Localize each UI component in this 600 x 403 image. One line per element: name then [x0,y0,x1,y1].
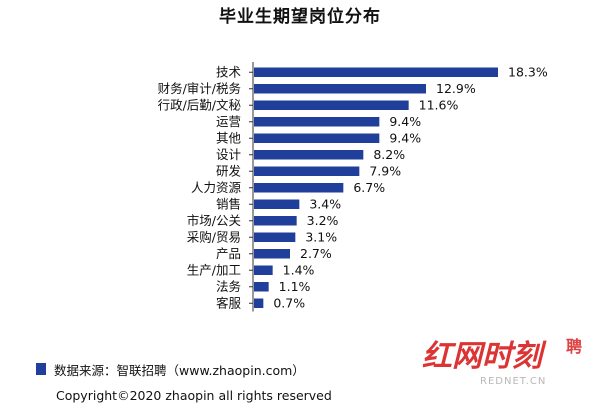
value-label: 1.4% [283,262,315,277]
category-label: 其他 [216,130,242,145]
value-label: 9.4% [389,114,421,129]
bar [254,67,498,77]
value-label: 3.1% [305,229,337,244]
category-label: 研发 [216,163,242,178]
category-label: 客服 [216,295,242,310]
category-label: 市场/公关 [187,213,241,228]
watermark-brand-text: 红网时刻 [422,339,547,374]
category-label: 销售 [216,196,241,211]
category-label: 财务/审计/税务 [158,81,241,96]
category-label: 运营 [216,114,241,129]
value-label: 1.1% [279,279,311,294]
value-label: 2.7% [300,246,332,261]
bar [254,100,409,110]
bar [254,265,273,275]
value-label: 7.9% [369,163,401,178]
category-label: 设计 [216,147,241,162]
chart-title: 毕业生期望岗位分布 [219,7,381,27]
value-label: 12.9% [436,81,476,96]
category-label: 行政/后勤/文秘 [158,97,242,112]
bar [254,166,360,176]
source-marker-icon [36,363,46,375]
bar [254,84,426,94]
copyright-text: Copyright©2020 zhaopin all rights reserv… [56,388,332,403]
value-label: 8.2% [373,147,405,162]
value-label: 3.2% [307,213,339,228]
bar [254,232,296,242]
value-label: 0.7% [273,295,305,310]
bar [254,150,364,160]
value-label: 9.4% [389,130,421,145]
bar [254,117,380,127]
category-label: 技术 [216,64,242,79]
bar [254,133,380,143]
bar [254,183,344,193]
watermark-sub-text: REDNET.CN [480,376,546,387]
category-label: 产品 [216,246,241,261]
bar [254,216,297,226]
rednet-watermark-logo: 红网时刻 聘 REDNET.CN [422,337,582,387]
bars-group: 技术 18.3% 财务/审计/税务 12.9% 行政/后勤/文秘 11.6% 运营 9.4% 其… [158,64,548,310]
source-text: 数据来源：智联招聘（www.zhaopin.com） [54,362,305,378]
category-label: 法务 [216,279,241,294]
category-label: 人力资源 [191,180,242,195]
bar [254,298,264,308]
bar [254,282,269,292]
source-note: 数据来源：智联招聘（www.zhaopin.com） [36,360,305,378]
bar [254,199,300,209]
value-label: 11.6% [419,97,459,112]
watermark-extra-char: 聘 [566,337,582,356]
value-label: 18.3% [508,64,548,79]
value-label: 3.4% [309,196,341,211]
bar [254,249,290,259]
category-label: 采购/贸易 [187,229,241,244]
value-label: 6.7% [353,180,385,195]
category-label: 生产/加工 [187,262,241,277]
